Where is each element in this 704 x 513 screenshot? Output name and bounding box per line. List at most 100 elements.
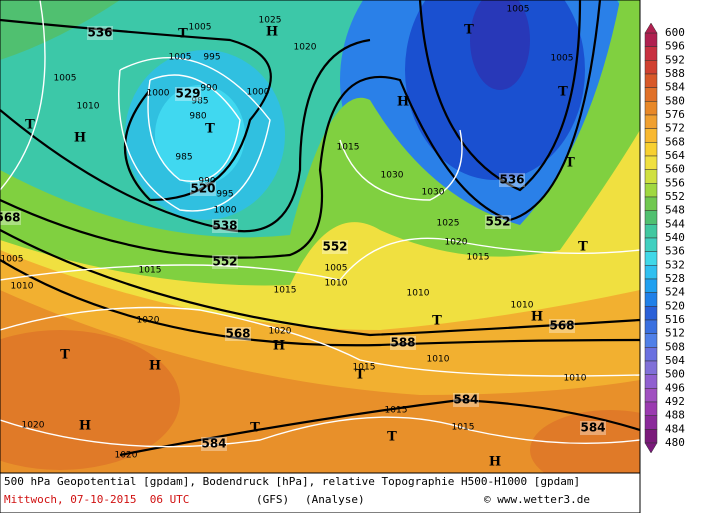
label-bg [549,319,575,333]
label-bg [322,240,348,254]
pressure-label: 985 [175,153,192,163]
pressure-label: 1020 [294,43,317,53]
geopotential-label: 588 [390,336,415,350]
legend-swatch [644,374,658,389]
label-bg [212,255,238,269]
caption-credit: © www.wetter3.de [484,493,590,506]
label-bg [390,336,416,350]
pressure-label: 1015 [353,363,376,373]
pressure-center: H [79,419,91,434]
legend-swatch [644,306,658,321]
legend-swatch [644,388,658,403]
legend-label: 596 [665,40,685,53]
legend-swatch [644,183,658,198]
geopotential-label: 552 [322,240,347,254]
pressure-center: H [74,131,86,146]
pressure-label: 990 [198,177,215,187]
pressure-center: H [531,310,543,325]
pressure-label: 1015 [337,143,360,153]
legend-label: 488 [665,409,685,422]
geopotential-label: 584 [453,393,478,407]
pressure-label: 1005 [189,23,212,33]
pressure-label: 1025 [437,219,460,229]
legend-label: 560 [665,163,685,176]
pressure-label: 1010 [11,282,34,292]
legend-label: 484 [665,422,685,435]
pressure-label: 1020 [445,238,468,248]
legend-label: 516 [665,313,685,326]
legend-swatch [644,278,658,293]
geopotential-label: 568 [549,319,574,333]
legend-label: 492 [665,395,685,408]
legend-label: 508 [665,340,685,353]
legend-swatch [644,415,658,430]
caption-box [0,472,641,513]
pressure-label: 1015 [452,423,475,433]
pressure-label: 995 [216,190,233,200]
legend-swatch [644,101,658,116]
legend-label: 600 [665,26,685,39]
pressure-label: 995 [203,53,220,63]
legend-label: 572 [665,122,685,135]
pressure-center: T [464,23,474,38]
pressure-label: 1030 [381,171,404,181]
pressure-label: 1030 [422,188,445,198]
pressure-label: 1005 [325,264,348,274]
legend-label: 540 [665,231,685,244]
pressure-label: 1000 [214,206,237,216]
pressure-label: 1005 [551,54,574,64]
legend-swatch [644,169,658,184]
legend-swatch [644,360,658,375]
legend-label: 588 [665,67,685,80]
map-field [0,0,640,473]
legend-swatch [644,319,658,334]
pressure-label: 990 [200,84,217,94]
legend-label: 576 [665,108,685,121]
pressure-center: T [578,240,588,255]
pressure-center: H [273,339,285,354]
pressure-label: 1005 [169,53,192,63]
pressure-label: 1015 [139,266,162,276]
legend-label: 480 [665,436,685,449]
color-legend: 6005965925885845805765725685645605565525… [644,22,685,454]
label-bg [0,211,21,225]
geopotential-label: 536 [499,173,524,187]
legend-label: 524 [665,286,685,299]
legend-swatch [644,155,658,170]
geopotential-label: 584 [201,437,226,451]
pressure-label: 1015 [274,286,297,296]
legend-swatch [644,142,658,157]
pressure-center: T [565,156,575,171]
pressure-center: T [25,118,35,133]
legend-label: 568 [665,135,685,148]
legend-label: 584 [665,81,685,94]
legend-label: 504 [665,354,685,367]
legend-swatch [644,32,658,47]
geopotential-label: 520 [190,182,215,196]
legend-swatch [644,60,658,75]
pressure-label: 1015 [385,406,408,416]
label-bg [499,173,525,187]
legend-label: 532 [665,258,685,271]
label-bg [212,219,238,233]
pressure-center: T [432,314,442,329]
legend-swatch [644,128,658,143]
pressure-center: T [60,348,70,363]
legend-cap [644,442,658,454]
pressure-label: 1010 [564,374,587,384]
pressure-label: 1010 [511,301,534,311]
pressure-center: H [149,359,161,374]
label-bg [485,215,511,229]
pressure-label: 1020 [22,421,45,431]
legend-label: 548 [665,204,685,217]
legend-swatch [644,224,658,239]
legend-swatch [644,292,658,307]
caption-run: (Analyse) [305,493,365,506]
geopotential-label: 568 [0,211,21,225]
geopotential-label: 529 [175,87,200,101]
pressure-center: H [489,455,501,470]
pressure-label: 1010 [427,355,450,365]
legend-swatch [644,265,658,280]
